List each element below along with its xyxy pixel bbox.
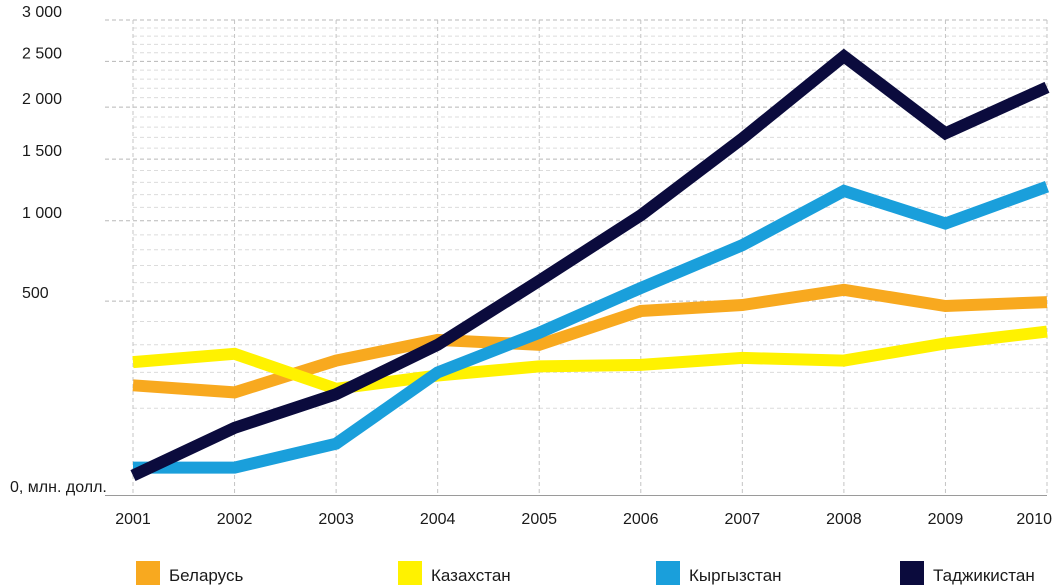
series-line-4 bbox=[130, 48, 1050, 482]
series-lines bbox=[130, 48, 1050, 482]
y-tick-label: 3 000 bbox=[22, 4, 62, 21]
series-line-2 bbox=[132, 325, 1048, 395]
y-tick-label: 0, млн. долл. bbox=[10, 479, 107, 496]
y-tick-label: 1 500 bbox=[22, 143, 62, 160]
legend-label: Казахстан bbox=[431, 566, 511, 585]
series-line-3 bbox=[133, 180, 1050, 474]
legend-label: Таджикистан bbox=[933, 566, 1035, 585]
legend-swatch bbox=[398, 561, 422, 585]
y-tick-label: 2 500 bbox=[22, 45, 62, 62]
x-tick-label: 2005 bbox=[521, 511, 557, 528]
y-tick-label: 500 bbox=[22, 285, 49, 302]
grid bbox=[105, 19, 1048, 496]
legend-label: Кыргызстан bbox=[689, 566, 782, 585]
x-tick-label: 2003 bbox=[318, 511, 354, 528]
x-tick-label: 2002 bbox=[217, 511, 253, 528]
legend-swatch bbox=[900, 561, 924, 585]
legend-item: Казахстан bbox=[398, 561, 511, 585]
legend-item: Кыргызстан bbox=[656, 561, 782, 585]
y-axis-ticks: 0, млн. долл. 500 1 000 1 500 2 000 2 500 3 00… bbox=[10, 4, 107, 496]
x-axis-ticks: 2001 2002 2003 2004 2005 2006 2007 2008 2009 2010 bbox=[115, 511, 1052, 528]
x-tick-label: 2006 bbox=[623, 511, 659, 528]
x-tick-label: 2010 bbox=[1016, 511, 1052, 528]
legend-label: Беларусь bbox=[169, 566, 243, 585]
x-tick-label: 2004 bbox=[420, 511, 456, 528]
x-tick-label: 2001 bbox=[115, 511, 151, 528]
legend-swatch bbox=[656, 561, 680, 585]
y-tick-label: 1 000 bbox=[22, 205, 62, 222]
legend-swatch bbox=[136, 561, 160, 585]
legend: Беларусь Казахстан Кыргызстан Таджикистан bbox=[136, 561, 1035, 585]
y-tick-label: 2 000 bbox=[22, 91, 62, 108]
legend-item: Таджикистан bbox=[900, 561, 1035, 585]
x-tick-label: 2008 bbox=[826, 511, 862, 528]
x-tick-label: 2009 bbox=[928, 511, 964, 528]
x-tick-label: 2007 bbox=[725, 511, 761, 528]
legend-item: Беларусь bbox=[136, 561, 243, 585]
